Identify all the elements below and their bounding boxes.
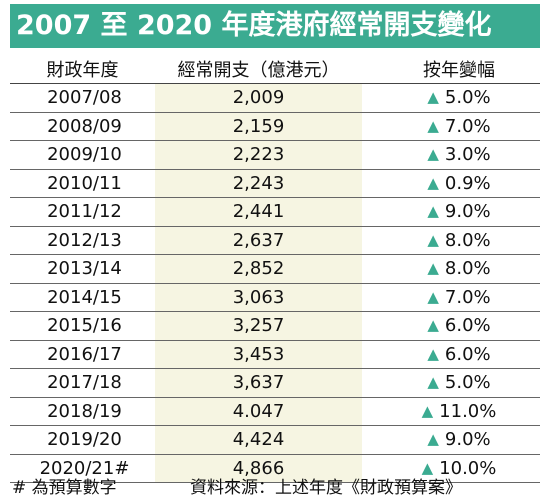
triangle-up-icon: ▲ <box>427 430 439 449</box>
cell-yoy-change: ▲ 7.0% <box>362 116 540 137</box>
cell-fiscal-year: 2013/14 <box>47 258 122 280</box>
cell-expenditure: 2,009 <box>155 84 362 112</box>
cell-fiscal-year: 2007/08 <box>47 87 122 109</box>
cell-yoy-change: ▲ 8.0% <box>362 258 540 279</box>
cell-expenditure: 2,243 <box>155 169 362 197</box>
cell-fiscal-year: 2016/17 <box>47 343 122 365</box>
table-row: 2018/19 4.047 ▲ 11.0% <box>10 397 540 426</box>
cell-expenditure: 2,441 <box>155 198 362 226</box>
cell-fiscal-year: 2014/15 <box>47 286 122 308</box>
table-row: 2019/20 4,424 ▲ 9.0% <box>10 426 540 455</box>
cell-expenditure: 4.047 <box>155 397 362 425</box>
table-footer: # 為預算數字 資料來源：上述年度《財政預算案》 <box>12 470 542 500</box>
table-row: 2009/10 2,223 ▲ 3.0% <box>10 141 540 170</box>
change-value: 10.0% <box>439 457 497 479</box>
cell-fiscal-year: 2019/20 <box>47 429 122 451</box>
triangle-up-icon: ▲ <box>427 116 439 135</box>
triangle-up-icon: ▲ <box>427 287 439 306</box>
cell-fiscal-year: 2009/10 <box>47 144 122 166</box>
cell-fiscal-year: 2015/16 <box>47 315 122 337</box>
change-value: 6.0% <box>444 315 491 337</box>
expenditure-table: 財政年度 經常開支（億港元） 按年變幅 2007/08 2,009 ▲ 5.0% 200… <box>10 54 540 483</box>
triangle-up-icon: ▲ <box>427 88 439 107</box>
triangle-up-icon: ▲ <box>427 145 439 164</box>
table-row: 2007/08 2,009 ▲ 5.0% <box>10 84 540 113</box>
triangle-up-icon: ▲ <box>421 401 434 420</box>
cell-yoy-change: ▲ 6.0% <box>362 315 540 336</box>
change-value: 8.0% <box>444 229 491 251</box>
cell-expenditure: 3,257 <box>155 312 362 340</box>
triangle-up-icon: ▲ <box>427 344 439 363</box>
table-header-row: 財政年度 經常開支（億港元） 按年變幅 <box>10 54 540 84</box>
change-value: 6.0% <box>444 343 491 365</box>
table-row: 2008/09 2,159 ▲ 7.0% <box>10 112 540 141</box>
cell-expenditure: 3,637 <box>155 369 362 397</box>
cell-yoy-change: ▲ 3.0% <box>362 144 540 165</box>
cell-expenditure: 3,453 <box>155 340 362 368</box>
change-value: 7.0% <box>444 115 491 137</box>
estimate-note: # 為預算數字 <box>12 477 117 498</box>
table-row: 2020/21# 4,866 ▲ 10.0% <box>10 454 540 483</box>
triangle-up-icon: ▲ <box>427 316 439 335</box>
cell-fiscal-year: 2018/19 <box>47 400 122 422</box>
change-value: 9.0% <box>444 429 491 451</box>
cell-fiscal-year: 2008/09 <box>47 115 122 137</box>
table-row: 2013/14 2,852 ▲ 8.0% <box>10 255 540 284</box>
data-source: 資料來源：上述年度《財政預算案》 <box>190 477 462 498</box>
triangle-up-icon: ▲ <box>427 173 439 192</box>
cell-expenditure: 2,223 <box>155 141 362 169</box>
table-row: 2011/12 2,441 ▲ 9.0% <box>10 198 540 227</box>
triangle-up-icon: ▲ <box>427 373 439 392</box>
change-value: 11.0% <box>439 400 497 422</box>
cell-yoy-change: ▲ 6.0% <box>362 344 540 365</box>
cell-yoy-change: ▲ 8.0% <box>362 230 540 251</box>
table-title: 2007 至 2020 年度港府經常開支變化 <box>10 4 540 48</box>
cell-yoy-change: ▲ 5.0% <box>362 87 540 108</box>
triangle-up-icon: ▲ <box>421 458 434 477</box>
header-fiscal-year: 財政年度 <box>46 59 119 81</box>
table-body: 2007/08 2,009 ▲ 5.0% 2008/09 2,159 ▲ 7.0% 2009/1… <box>10 84 540 483</box>
cell-fiscal-year: 2012/13 <box>47 229 122 251</box>
change-value: 5.0% <box>444 87 491 109</box>
table-row: 2010/11 2,243 ▲ 0.9% <box>10 169 540 198</box>
table-row: 2015/16 3,257 ▲ 6.0% <box>10 312 540 341</box>
cell-expenditure: 2,159 <box>155 112 362 140</box>
cell-fiscal-year: 2010/11 <box>47 172 122 194</box>
cell-expenditure: 4,866 <box>155 454 362 482</box>
triangle-up-icon: ▲ <box>427 230 439 249</box>
cell-fiscal-year: 2020/21# <box>39 457 130 479</box>
table-row: 2014/15 3,063 ▲ 7.0% <box>10 283 540 312</box>
cell-yoy-change: ▲ 9.0% <box>362 201 540 222</box>
cell-fiscal-year: 2017/18 <box>47 372 122 394</box>
cell-expenditure: 2,852 <box>155 255 362 283</box>
change-value: 5.0% <box>444 372 491 394</box>
header-expenditure: 經常開支（億港元） <box>155 54 362 83</box>
change-value: 3.0% <box>444 144 491 166</box>
cell-expenditure: 3,063 <box>155 283 362 311</box>
cell-fiscal-year: 2011/12 <box>47 201 122 223</box>
cell-yoy-change: ▲ 7.0% <box>362 287 540 308</box>
cell-yoy-change: ▲ 5.0% <box>362 372 540 393</box>
cell-yoy-change: ▲ 9.0% <box>362 429 540 450</box>
table-row: 2017/18 3,637 ▲ 5.0% <box>10 369 540 398</box>
change-value: 0.9% <box>444 172 491 194</box>
cell-yoy-change: ▲ 0.9% <box>362 173 540 194</box>
table-row: 2016/17 3,453 ▲ 6.0% <box>10 340 540 369</box>
header-yoy-change: 按年變幅 <box>423 59 495 81</box>
cell-yoy-change: ▲ 11.0% <box>362 401 540 422</box>
cell-yoy-change: ▲ 10.0% <box>362 458 540 479</box>
table-row: 2012/13 2,637 ▲ 8.0% <box>10 226 540 255</box>
change-value: 8.0% <box>444 258 491 280</box>
cell-expenditure: 4,424 <box>155 426 362 454</box>
triangle-up-icon: ▲ <box>427 202 439 221</box>
triangle-up-icon: ▲ <box>427 259 439 278</box>
change-value: 7.0% <box>444 286 491 308</box>
cell-expenditure: 2,637 <box>155 226 362 254</box>
change-value: 9.0% <box>444 201 491 223</box>
